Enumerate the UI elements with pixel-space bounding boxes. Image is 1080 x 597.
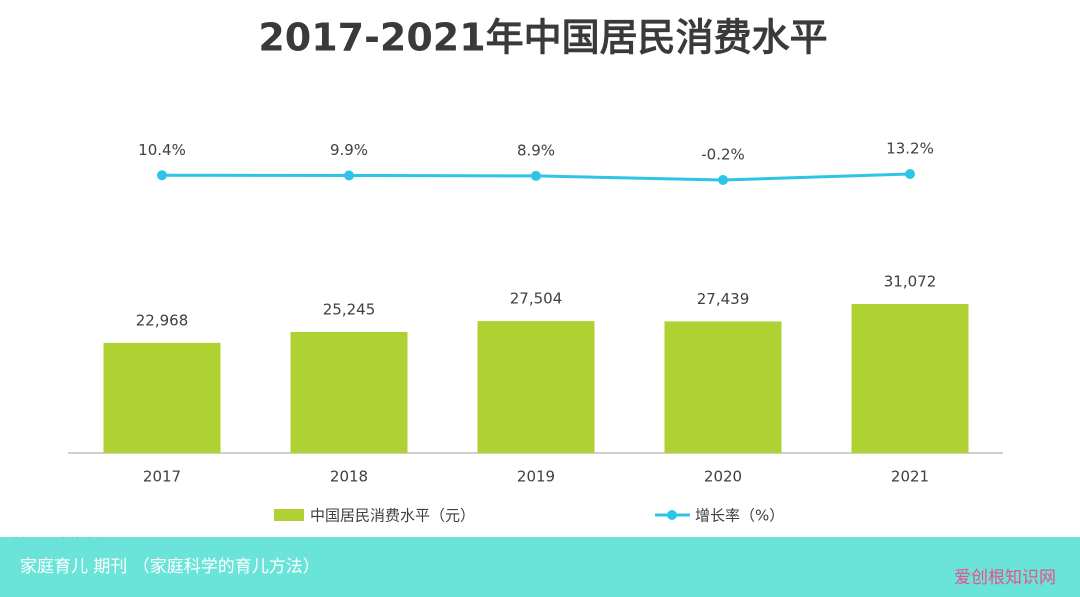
marker [718, 175, 728, 185]
legend-swatch [274, 509, 304, 521]
legend-label: 增长率（%） [695, 507, 784, 525]
data-label: 27,439 [697, 290, 750, 308]
data-label: 22,968 [136, 311, 189, 329]
bar [477, 321, 595, 453]
marker [157, 170, 167, 181]
data-label: 31,072 [884, 273, 937, 291]
x-tick-label: 2017 [143, 468, 181, 486]
banner-text: 家庭育儿 期刊 （家庭科学的育儿方法） [20, 557, 320, 577]
bar [664, 321, 782, 453]
banner: 家庭育儿 期刊 （家庭科学的育儿方法） 爱创根知识网 [0, 537, 1080, 597]
legend-label: 中国居民消费水平（元） [310, 507, 475, 525]
legend-swatch [667, 510, 677, 520]
bar [851, 304, 969, 453]
data-label: -0.2% [701, 146, 745, 164]
x-tick-label: 2021 [891, 468, 929, 486]
marker [344, 170, 354, 181]
watermark: 爱创根知识网 [954, 568, 1056, 588]
chart-title: 2017-2021年中国居民消费水平 [258, 16, 827, 60]
banner-bg [0, 537, 1080, 597]
marker [531, 170, 541, 181]
marker [905, 169, 915, 179]
data-label: 27,504 [510, 290, 563, 308]
data-label: 10.4% [138, 141, 186, 159]
x-tick-label: 2018 [330, 468, 368, 486]
data-label: 25,245 [323, 300, 376, 318]
x-tick-label: 2020 [704, 468, 742, 486]
data-label: 9.9% [330, 141, 368, 159]
data-label: 13.2% [886, 140, 934, 158]
data-label: 8.9% [517, 141, 555, 159]
x-tick-label: 2019 [517, 468, 555, 486]
bar [103, 342, 221, 453]
bar [290, 331, 408, 453]
